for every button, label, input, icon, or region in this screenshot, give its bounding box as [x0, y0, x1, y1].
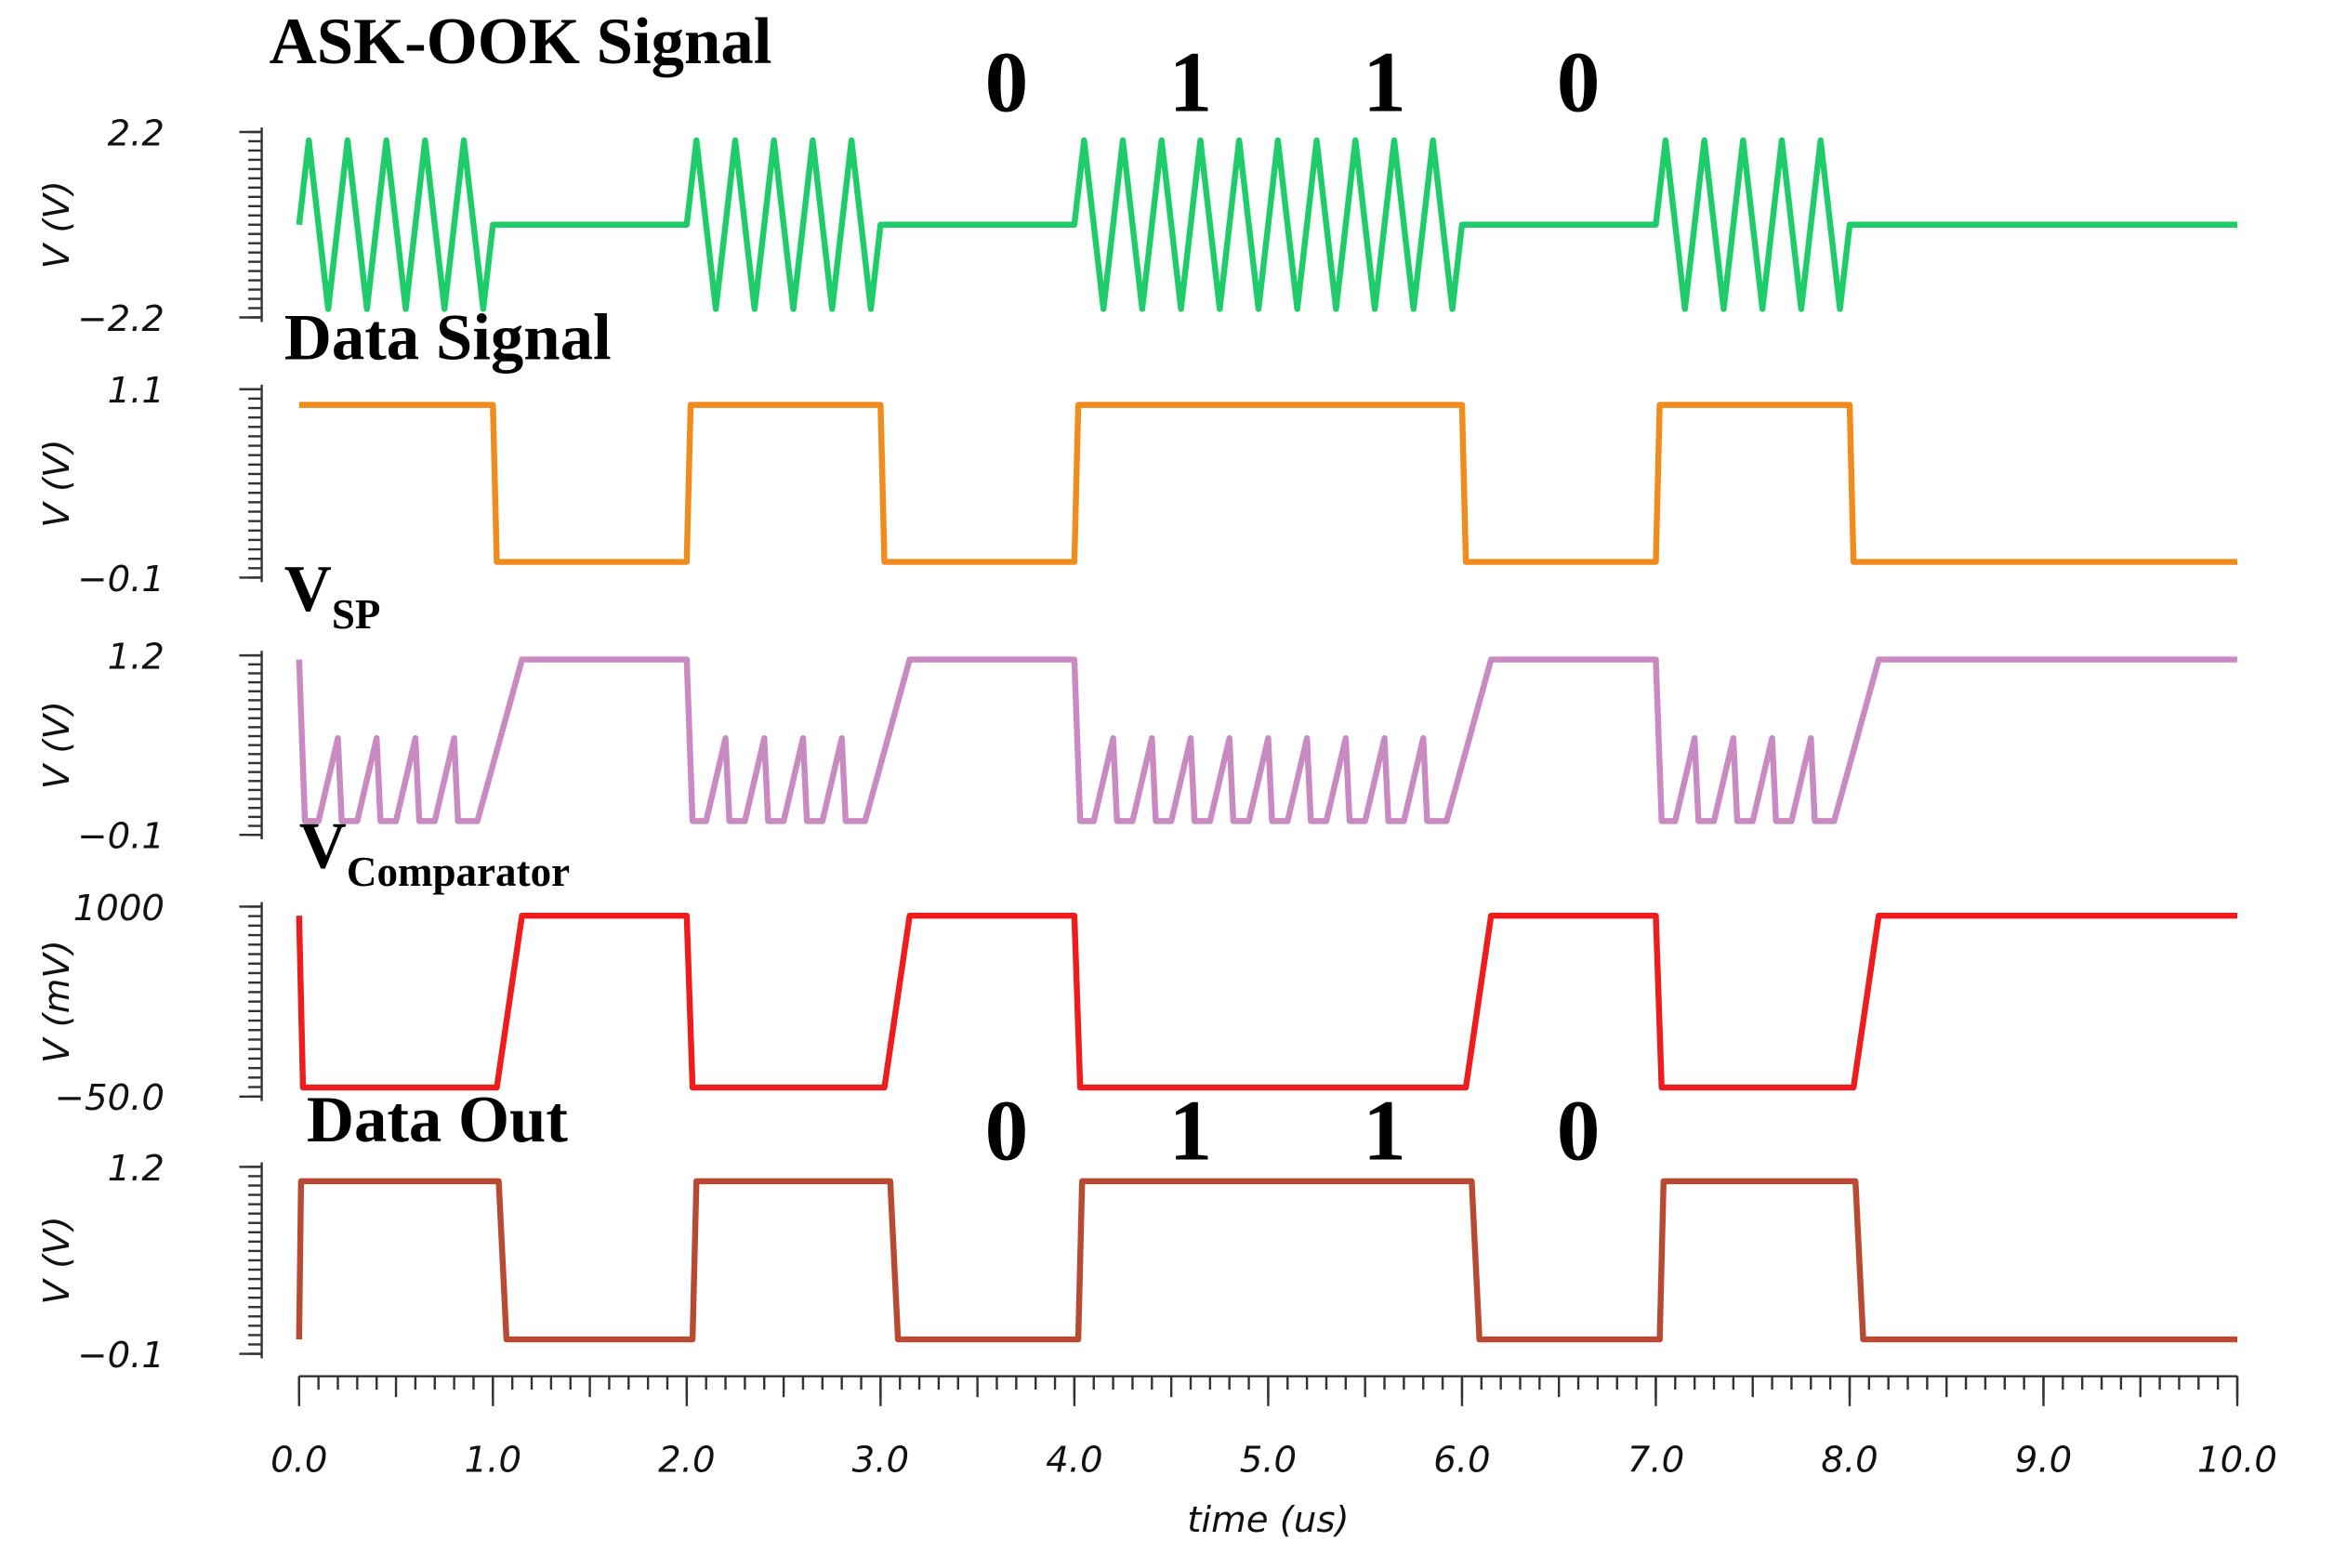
- x-tick-label: 5.0: [1240, 1440, 1297, 1482]
- bit-label: 0: [985, 1083, 1029, 1179]
- bit-label: 1: [1363, 34, 1406, 130]
- title-main: ASK-OOK Signal: [270, 6, 772, 78]
- x-tick-label: 10.0: [2197, 1440, 2277, 1482]
- y-tick-label: −0.1: [77, 816, 165, 858]
- y-tick-label: 1.2: [108, 637, 165, 679]
- bit-label: 0: [1557, 1083, 1601, 1179]
- x-tick-label: 3.0: [852, 1440, 909, 1482]
- y-axis-label: V (V): [36, 439, 78, 527]
- title-subscript: Comparator: [347, 849, 570, 895]
- x-tick-label: 0.0: [270, 1440, 327, 1482]
- y-axis-label: V (V): [36, 1216, 78, 1304]
- title-subscript: SP: [332, 591, 381, 638]
- y-tick-label: 1000: [73, 888, 165, 929]
- x-tick-label: 4.0: [1046, 1440, 1102, 1482]
- x-tick-label: 8.0: [1821, 1440, 1878, 1482]
- y-tick-label: −0.1: [77, 1335, 165, 1377]
- panel-title: VComparator: [299, 810, 570, 895]
- panel-title: Data Out: [307, 1084, 569, 1156]
- bit-label: 0: [1557, 34, 1601, 130]
- y-tick-label: −50.0: [55, 1077, 165, 1119]
- y-tick-label: 2.2: [108, 112, 165, 154]
- bit-label: 1: [1363, 1083, 1406, 1179]
- title-main: V: [299, 810, 347, 883]
- y-tick-label: −0.1: [77, 559, 165, 600]
- signal-line: [296, 137, 2238, 312]
- y-axis-label: V (mV): [36, 940, 78, 1063]
- title-main: V: [284, 553, 332, 626]
- title-main: Data Signal: [284, 302, 612, 375]
- bit-label: 1: [1169, 1083, 1213, 1179]
- panel-title: ASK-OOK Signal: [270, 6, 772, 78]
- signal-line: [298, 402, 2238, 565]
- title-main: Data Out: [307, 1084, 569, 1156]
- x-tick-label: 7.0: [1628, 1440, 1684, 1482]
- panel-title: Data Signal: [284, 302, 612, 375]
- bit-label: 0: [985, 34, 1029, 130]
- y-tick-label: −2.2: [77, 298, 165, 340]
- x-tick-label: 2.0: [658, 1440, 715, 1482]
- signal-line: [296, 656, 2238, 824]
- y-axis-label: V (V): [36, 701, 78, 789]
- x-tick-label: 1.0: [465, 1440, 521, 1482]
- signal-line: [296, 1178, 2238, 1343]
- y-tick-label: 1.1: [108, 370, 165, 412]
- x-axis-label: time (us): [1187, 1499, 1349, 1541]
- y-tick-label: 1.2: [108, 1148, 165, 1190]
- x-tick-label: 9.0: [2015, 1440, 2072, 1482]
- x-tick-label: 6.0: [1433, 1440, 1490, 1482]
- y-axis-label: V (V): [36, 180, 78, 269]
- panel-title: VSP: [284, 553, 381, 638]
- signal-line: [296, 912, 2238, 1091]
- bit-label: 1: [1169, 34, 1213, 130]
